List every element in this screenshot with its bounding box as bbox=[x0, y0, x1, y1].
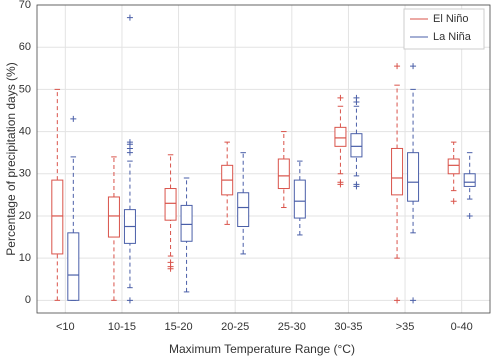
box bbox=[67, 232, 80, 301]
box bbox=[463, 173, 476, 187]
x-tick-label: 10-15 bbox=[108, 321, 136, 333]
box bbox=[164, 188, 177, 221]
outlier bbox=[410, 63, 417, 70]
box bbox=[391, 147, 404, 196]
box bbox=[334, 126, 347, 147]
box bbox=[350, 133, 363, 158]
x-tick-label: 0-40 bbox=[451, 321, 473, 333]
box bbox=[407, 152, 420, 202]
y-tick-label: 50 bbox=[19, 83, 31, 95]
y-tick-label: 40 bbox=[19, 125, 31, 137]
x-tick-label: 25-30 bbox=[278, 321, 306, 333]
outlier bbox=[126, 14, 133, 21]
plot-frame bbox=[36, 4, 491, 314]
outlier bbox=[126, 297, 133, 304]
x-tick-label: 30-35 bbox=[334, 321, 362, 333]
outlier bbox=[410, 297, 417, 304]
y-tick-label: 70 bbox=[19, 0, 31, 11]
y-tick-label: 60 bbox=[19, 41, 31, 53]
box bbox=[447, 158, 460, 175]
outlier bbox=[167, 265, 174, 272]
box bbox=[277, 158, 290, 190]
outlier bbox=[394, 63, 401, 70]
outlier bbox=[394, 297, 401, 304]
outlier bbox=[450, 198, 457, 205]
outlier bbox=[353, 183, 360, 190]
outlier bbox=[466, 212, 473, 219]
x-tick-label: 20-25 bbox=[221, 321, 249, 333]
box bbox=[180, 204, 193, 242]
x-axis-label: Maximum Temperature Range (°C) bbox=[169, 342, 355, 356]
legend-label: El Niño bbox=[433, 13, 468, 25]
box bbox=[237, 192, 250, 228]
x-tick-label: >35 bbox=[396, 321, 415, 333]
legend-label: La Niña bbox=[433, 31, 472, 43]
outlier bbox=[70, 115, 77, 122]
y-axis-label: Percentage of precipitation days (%) bbox=[4, 62, 18, 255]
outlier bbox=[126, 149, 133, 156]
y-tick-label: 0 bbox=[25, 294, 31, 306]
outlier bbox=[337, 94, 344, 101]
outlier bbox=[353, 99, 360, 106]
box bbox=[293, 179, 306, 219]
y-tick-label: 10 bbox=[19, 252, 31, 264]
box bbox=[51, 179, 64, 255]
x-tick-label: <10 bbox=[56, 321, 75, 333]
legend-box bbox=[403, 8, 485, 50]
box bbox=[107, 196, 120, 238]
x-tick-label: 15-20 bbox=[164, 321, 192, 333]
y-tick-label: 20 bbox=[19, 210, 31, 222]
y-tick-label: 30 bbox=[19, 168, 31, 180]
outlier bbox=[337, 181, 344, 188]
